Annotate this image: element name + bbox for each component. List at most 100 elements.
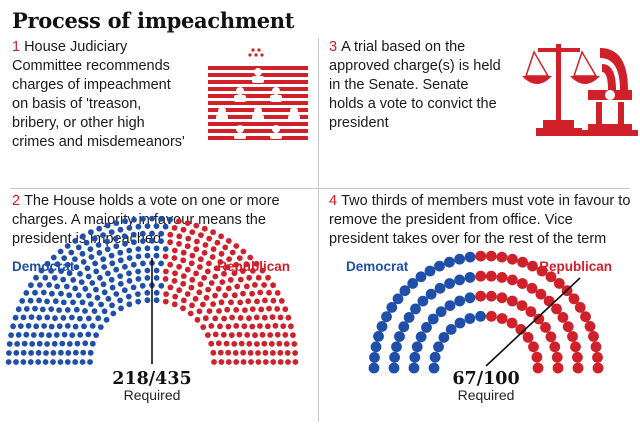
house-seat-democrat	[54, 283, 61, 290]
house-seat-republican	[205, 332, 211, 338]
house-seat-republican	[219, 279, 226, 285]
house-seat-republican	[217, 349, 224, 356]
house-seat-republican	[200, 324, 207, 330]
house-seat-democrat	[70, 299, 76, 306]
senate-seat-democrat	[444, 256, 455, 268]
house-seat-democrat	[10, 323, 16, 330]
house-seat-democrat	[130, 231, 137, 238]
senate-seat-democrat	[415, 331, 427, 343]
house-seat-republican	[225, 238, 232, 244]
house-seat-republican	[227, 277, 234, 283]
house-seat-democrat	[82, 308, 88, 314]
house-seat-democrat	[95, 242, 102, 248]
house-seat-democrat	[33, 274, 39, 281]
house-seat-republican	[272, 322, 279, 329]
house-seat-republican	[180, 249, 187, 256]
house-seat-democrat	[58, 349, 64, 356]
senate-seat-republican	[543, 295, 555, 307]
house-seat-democrat	[19, 298, 26, 304]
house-seat-republican	[215, 285, 222, 292]
senate-two-thirds-line	[485, 277, 581, 367]
house-seat-democrat	[88, 229, 94, 236]
senate-seat-republican	[572, 351, 583, 363]
house-seat-democrat	[113, 243, 120, 250]
house-seat-republican	[212, 315, 219, 322]
house-seat-democrat	[73, 306, 80, 313]
house-seat-democrat	[35, 349, 42, 356]
house-seat-democrat	[139, 282, 146, 289]
house-seat-republican	[215, 340, 222, 347]
house-seat-democrat	[72, 349, 79, 356]
house-seat-democrat	[91, 308, 98, 314]
house-seat-republican	[246, 340, 253, 347]
house-seat-democrat	[109, 260, 116, 267]
house-seat-republican	[262, 349, 269, 356]
house-seat-republican	[265, 274, 271, 281]
vertical-divider	[318, 38, 319, 422]
house-seat-democrat	[117, 280, 124, 287]
senate-seat-republican	[506, 317, 518, 329]
house-seat-democrat	[66, 292, 73, 299]
house-seat-republican	[203, 294, 210, 301]
house-seat-republican	[163, 268, 169, 275]
senate-seat-democrat	[415, 271, 427, 283]
house-seat-republican	[277, 359, 284, 365]
house-seat-democrat	[149, 230, 155, 237]
senate-seat-republican	[536, 265, 548, 277]
house-seat-republican	[238, 340, 245, 347]
house-seat-democrat	[63, 283, 70, 290]
house-seat-republican	[222, 292, 229, 299]
senate-seat-republican	[532, 362, 544, 374]
house-seat-democrat	[95, 315, 102, 322]
house-seat-democrat	[104, 246, 111, 253]
house-seat-democrat	[91, 235, 98, 242]
senate-seat-republican	[516, 300, 528, 311]
house-seat-democrat	[79, 250, 86, 257]
house-seat-democrat	[69, 314, 75, 321]
senate-seat-republican	[551, 303, 562, 315]
house-seat-republican	[237, 276, 244, 283]
house-seat-democrat	[20, 349, 27, 356]
senate-required-label: Required	[458, 387, 515, 403]
house-seat-republican	[261, 340, 268, 347]
house-seat-democrat	[122, 240, 128, 247]
house-seat-republican	[264, 323, 271, 330]
house-seat-democrat	[126, 270, 132, 277]
house-seat-democrat	[58, 290, 64, 297]
house-seat-republican	[270, 282, 276, 289]
house-seat-democrat	[36, 297, 42, 304]
house-seat-republican	[228, 332, 235, 338]
house-seat-democrat	[93, 268, 100, 275]
house-seat-republican	[266, 289, 272, 296]
house-seat-republican	[200, 301, 206, 308]
house-seat-democrat	[79, 299, 86, 306]
senate-seat-democrat	[427, 313, 439, 325]
senate-seat-republican	[517, 256, 528, 268]
house-seat-democrat	[73, 264, 80, 271]
house-seat-republican	[249, 306, 256, 312]
senate-seat-republican	[528, 341, 539, 353]
house-seat-democrat	[131, 216, 137, 223]
house-seat-democrat	[149, 237, 155, 244]
house-seat-republican	[255, 350, 261, 356]
house-seat-democrat	[13, 359, 19, 365]
senate-seat-republican	[496, 292, 508, 304]
house-seat-democrat	[117, 226, 124, 233]
house-seat-democrat	[135, 246, 142, 252]
house-seat-republican	[171, 278, 178, 284]
house-seat-democrat	[60, 276, 67, 283]
house-seat-democrat	[140, 238, 146, 245]
house-seat-republican	[266, 305, 272, 312]
house-seat-democrat	[97, 324, 104, 330]
house-seat-democrat	[56, 323, 63, 330]
senate-seat-republican	[588, 331, 599, 342]
house-seat-republican	[205, 286, 212, 293]
house-seat-republican	[208, 280, 215, 286]
house-seat-democrat	[57, 248, 64, 255]
senate-seat-democrat	[398, 321, 410, 333]
house-seat-democrat	[100, 232, 106, 239]
house-seat-democrat	[64, 307, 71, 313]
house-seat-republican	[269, 314, 276, 320]
senate-seat-democrat	[411, 341, 423, 353]
house-seat-democrat	[60, 299, 67, 306]
